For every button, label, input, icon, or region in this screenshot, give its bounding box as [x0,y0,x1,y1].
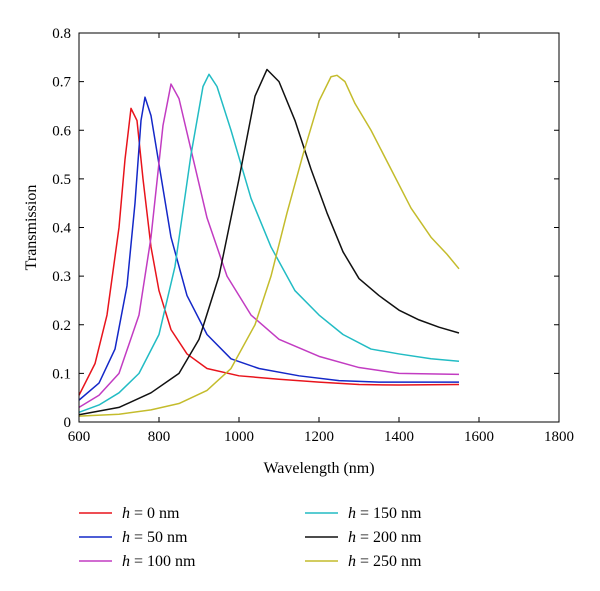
y-tick-label: 0.6 [52,123,71,139]
y-tick-label: 0 [64,415,72,431]
x-tick-label: 600 [68,429,91,445]
series-line-0 [78,107,460,396]
y-tick-label: 0.5 [52,172,71,188]
y-tick-label: 0.4 [52,221,71,237]
x-tick-label: 800 [148,429,171,445]
legend-label-0: h = 0 nm [122,505,180,522]
series-line-5 [78,74,460,417]
y-tick-label: 0.8 [52,26,71,42]
y-axis-title: Transmission [23,185,40,271]
x-axis-title: Wavelength (nm) [263,460,374,477]
legend-label-3: h = 150 nm [348,505,422,522]
y-tick-label: 0.3 [52,269,71,285]
x-tick-label: 1200 [304,429,334,445]
y-tick-label: 0.2 [52,318,71,334]
legend-label-2: h = 100 nm [122,553,196,570]
series-line-3 [78,73,460,413]
series-line-1 [78,96,459,401]
legend-label-1: h = 50 nm [122,529,188,546]
plot-frame [78,32,560,423]
series-layer [78,68,460,417]
y-tick-label: 0.1 [52,366,71,382]
x-tick-label: 1600 [464,429,494,445]
legend-label-5: h = 250 nm [348,553,422,570]
x-tick-label: 1000 [224,429,254,445]
series-line-2 [78,83,460,409]
y-tick-label: 0.7 [52,75,71,91]
x-tick-label: 1400 [384,429,414,445]
tick-layer: 600 800 1000 1200 1400 1600 1800 0 0.1 0.2 0.3 0.4 0… [52,26,574,445]
series-line-4 [78,68,460,416]
legend-label-4: h = 200 nm [348,529,422,546]
legend: h = 0 nm h = 50 nm h = 100 nm h = 150 nm h =… [79,505,422,570]
x-tick-label: 1800 [544,429,574,445]
